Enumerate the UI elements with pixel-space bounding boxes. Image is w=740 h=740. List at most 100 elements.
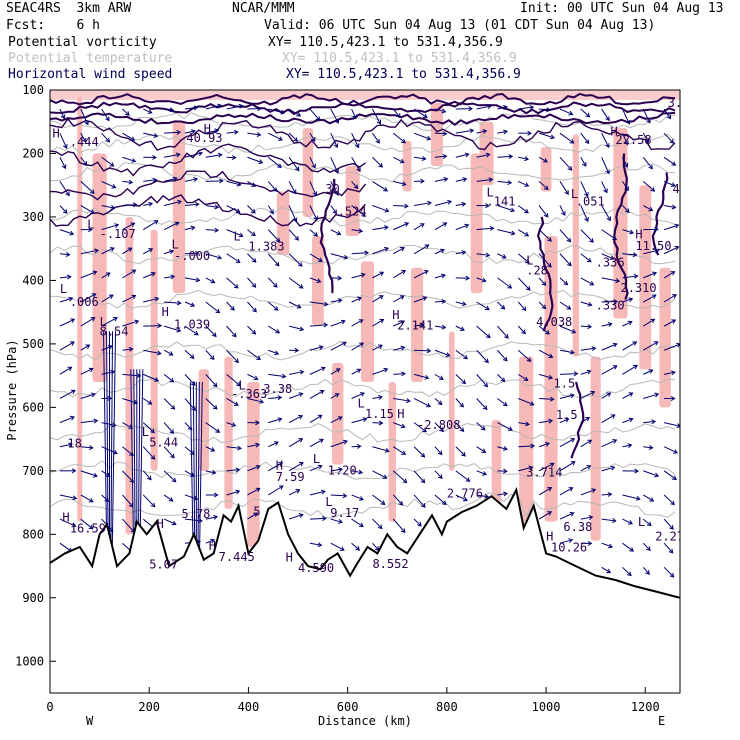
wind-vector-head [66,274,72,280]
wind-vector [351,229,363,232]
pv-contour [50,194,367,227]
wind-vector [539,397,554,400]
wind-vector [330,108,339,124]
wind-vector-head [400,320,406,325]
wind-vector-head [384,225,389,231]
wind-vector-head [275,329,281,334]
wind-vector-head [609,255,615,260]
y-tick-label: 400 [22,273,44,287]
wind-vector-head [417,521,422,527]
wind-vector-head [337,416,343,421]
wind-vector-head [128,424,134,429]
wind-vector-head [569,139,575,144]
pv-shading-streak [172,121,186,294]
wind-vector [164,108,174,111]
wind-vector [226,301,235,311]
wind-vector-head [358,228,364,234]
wind-vector [580,391,595,399]
wind-vector-head [255,487,261,493]
wind-vector-head [566,237,572,243]
wind-plume-vector [110,331,114,573]
wind-vector [455,224,469,231]
pv-contour-label: 3.38 [263,382,292,396]
pv-contour-label: L [571,187,578,201]
wind-vector-head [313,215,318,221]
wind-vector [330,518,343,523]
wind-vector-head [585,417,591,422]
wind-vector-head [547,487,553,492]
wind-vector-head [177,199,183,205]
wind-vector [413,398,431,408]
wind-vector [538,325,550,335]
pv-shading-streak [92,153,107,382]
wind-vector-head [358,319,364,324]
pv-cell-contour [536,216,554,332]
wind-vector [580,229,594,243]
wind-vector-head [484,305,490,311]
wind-vector [288,415,303,424]
wind-vector-head [130,222,136,227]
wind-vector [601,392,611,399]
pv-contour-label: .444 [70,135,99,149]
wind-vector-head [424,244,430,249]
wind-vector [434,274,446,279]
wind-vector [143,349,161,355]
wind-vector-head [445,352,451,357]
wind-vector [622,365,638,375]
wind-vector-head [569,511,575,517]
wind-vector [393,346,405,351]
wind-vector-head [214,227,220,233]
wind-vector [434,155,447,158]
wind-vector [580,157,587,167]
wind-vector-head [250,208,256,214]
wind-vector-head [582,162,587,167]
wind-vector-head [274,350,280,356]
wind-vector-head [272,187,278,192]
wind-vector [622,321,633,327]
pv-contour-label: .006 [70,295,99,309]
wind-vector [580,370,591,375]
wind-vector [559,394,574,399]
wind-vector-head [299,369,305,375]
wind-vector [288,325,304,331]
wind-vector [601,277,620,282]
wind-vector-head [168,497,174,502]
wind-vector-head [298,392,304,397]
wind-vector [122,108,130,116]
wind-vector [497,446,508,450]
wind-vector-head [85,344,91,349]
wind-vector-head [521,329,526,335]
wind-vector-head [360,272,366,278]
wind-vector-head [317,257,323,262]
wind-vector [455,325,465,331]
wind-vector-head [65,252,71,257]
wind-vector [205,277,215,283]
wind-vector [59,341,75,351]
wind-vector-head [384,207,390,213]
wind-vector-head [70,318,76,323]
wind-vector [476,446,486,453]
wind-vector [518,398,534,406]
pv-contour-label: L [172,238,179,252]
wind-vector-head [251,283,257,288]
wind-vector [538,132,555,139]
wind-vector-head [633,273,639,279]
wind-vector [434,132,447,135]
wind-vector [434,108,446,113]
pv-contour-label: L [358,396,365,410]
wind-vector-head [401,181,407,187]
wind-vector [392,494,403,506]
wind-vector [59,443,73,448]
wind-vector-head [378,295,384,300]
wind-vector [559,132,574,144]
pv-contour-label: 2.776 [447,487,483,501]
wind-vector-head [235,489,241,495]
wind-vector-head [156,350,162,356]
wind-vector [476,105,491,110]
wind-vector [518,106,534,110]
wind-vector [80,249,99,255]
wind-vector-head [231,422,237,427]
pv-contour-label: 2.310 [620,281,656,295]
wind-vector [122,470,134,483]
pv-shading-streak [659,267,671,408]
